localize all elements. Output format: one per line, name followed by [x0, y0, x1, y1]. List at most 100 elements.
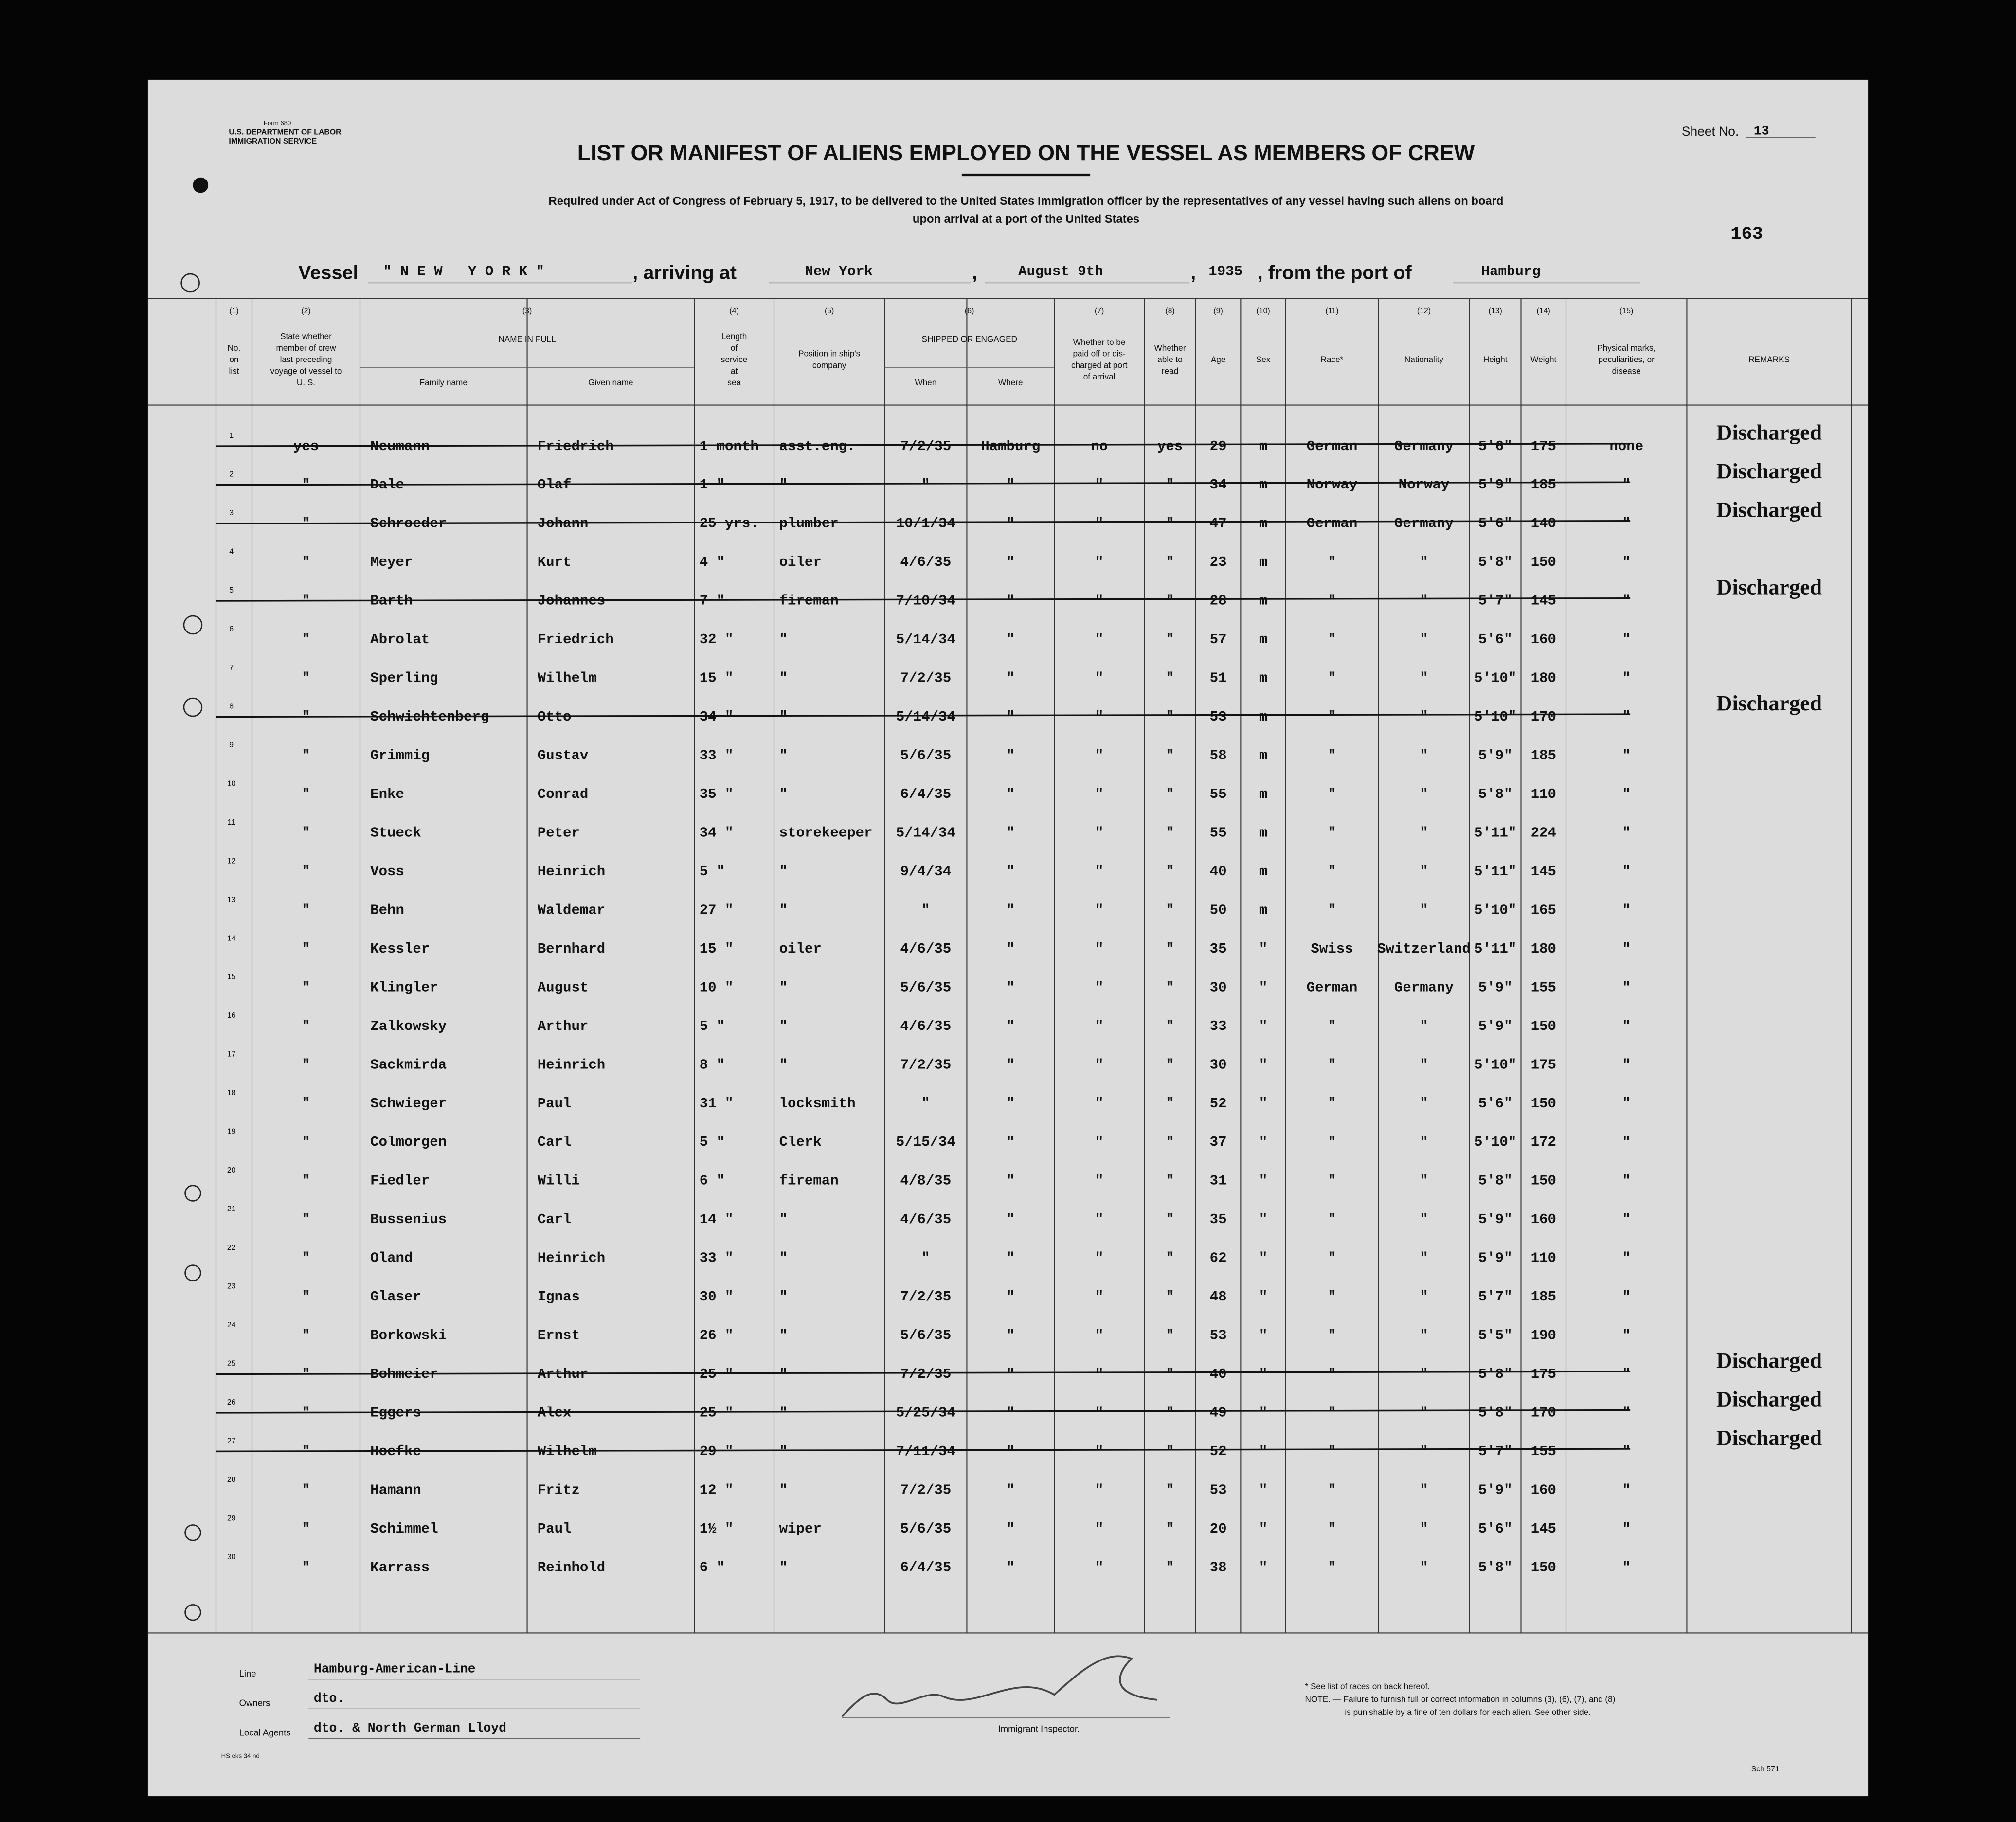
cell: "	[779, 670, 788, 686]
cell: 27 "	[700, 902, 734, 918]
line-value: Hamburg-American-Line	[314, 1661, 476, 1676]
cell: 5'11"	[1474, 825, 1516, 841]
cell: Klingler	[370, 979, 438, 995]
cell: "	[1420, 670, 1428, 686]
strike-line	[216, 481, 1631, 486]
cell: "	[302, 554, 310, 570]
column-label: Height	[1483, 355, 1508, 364]
page-number: 163	[1730, 224, 1763, 245]
cell: "	[1095, 1482, 1103, 1498]
cell: "	[1095, 748, 1103, 764]
row-number: 19	[227, 1128, 236, 1136]
remark: Discharged	[1716, 575, 1822, 599]
cell: 172	[1531, 1134, 1556, 1150]
row-number: 25	[227, 1359, 236, 1368]
cell: "	[1259, 1328, 1267, 1344]
note: * See list of races on back hereof.	[1305, 1681, 1430, 1691]
cell: Gustav	[538, 748, 589, 764]
column-number: (12)	[1417, 307, 1431, 315]
cell: 25 "	[700, 1366, 734, 1382]
cell: "	[1259, 1366, 1267, 1382]
cell: "	[1166, 1211, 1174, 1227]
cell: 29 "	[700, 1443, 734, 1460]
row-number: 7	[229, 664, 234, 672]
cell: "	[1259, 979, 1267, 995]
cell: "	[1420, 825, 1428, 841]
cell: 4 "	[700, 554, 725, 570]
row-number: 10	[227, 779, 236, 788]
cell: m	[1259, 670, 1267, 686]
cell: "	[779, 1482, 788, 1498]
cell: "	[1420, 1289, 1428, 1305]
cell: 55	[1210, 786, 1227, 802]
cell: 175	[1531, 1057, 1556, 1073]
cell: "	[1622, 1559, 1630, 1575]
cell: Germany	[1394, 438, 1454, 454]
cell: Abrolat	[370, 631, 430, 648]
arriving-label: , arriving at	[632, 262, 737, 283]
cell: "	[1007, 825, 1015, 841]
cell: "	[1166, 1096, 1174, 1112]
cell: 48	[1210, 1289, 1227, 1305]
cell: "	[921, 902, 930, 918]
cell: "	[1007, 670, 1015, 686]
cell: 185	[1531, 477, 1556, 493]
cell: 5'6"	[1478, 438, 1512, 454]
inspector-label: Immigrant Inspector.	[998, 1724, 1080, 1734]
column-number: (15)	[1620, 307, 1633, 315]
punch-hole	[183, 615, 203, 635]
row-number: 1	[229, 432, 234, 440]
cell: 185	[1531, 1289, 1556, 1305]
subtitle: upon arrival at a port of the United Sta…	[913, 213, 1139, 226]
cell: "	[1622, 631, 1630, 648]
cell: Norway	[1307, 477, 1358, 493]
comma: ,	[1190, 262, 1196, 283]
cell: Norway	[1399, 477, 1450, 493]
cell: "	[1259, 1173, 1267, 1189]
cell: "	[302, 1482, 310, 1498]
cell: "	[1095, 516, 1103, 532]
cell: August	[538, 979, 589, 995]
cell: 28	[1210, 593, 1227, 609]
subtitle: Required under Act of Congress of Februa…	[549, 195, 1504, 208]
cell: 51	[1210, 670, 1227, 686]
row-number: 18	[227, 1089, 236, 1097]
cell: 7/2/35	[900, 670, 952, 686]
cell: Fritz	[538, 1482, 580, 1498]
cell: "	[921, 1250, 930, 1266]
cell: "	[1622, 1289, 1630, 1305]
cell: "	[1259, 941, 1267, 957]
cell: "	[1166, 1443, 1174, 1460]
column-label: on	[229, 355, 238, 364]
cell: 53	[1210, 1482, 1227, 1498]
cell: "	[1328, 1521, 1336, 1537]
cell: Fiedler	[370, 1173, 430, 1189]
column-label: last preceding	[280, 355, 332, 364]
cell: "	[1166, 1366, 1174, 1382]
row-number: 27	[227, 1437, 236, 1445]
cell: "	[1095, 670, 1103, 686]
cell: 12 "	[700, 1482, 734, 1498]
cell: "	[1095, 902, 1103, 918]
column-label: of arrival	[1083, 372, 1116, 381]
cell: Willi	[538, 1173, 580, 1189]
cell: "	[1259, 1289, 1267, 1305]
cell: "	[302, 1211, 310, 1227]
cell: "	[1007, 554, 1015, 570]
cell: asst.eng.	[779, 438, 856, 454]
cell: German	[1307, 516, 1358, 532]
cell: "	[302, 1328, 310, 1344]
cell: "	[1095, 1328, 1103, 1344]
cell: plumber	[779, 516, 839, 532]
cell: 150	[1531, 554, 1556, 570]
cell: 160	[1531, 631, 1556, 648]
cell: 180	[1531, 670, 1556, 686]
cell: "	[1259, 1559, 1267, 1575]
cell: 4/6/35	[900, 554, 952, 570]
cell: "	[1007, 979, 1015, 995]
cell: Hamburg	[981, 438, 1040, 454]
cell: 35	[1210, 1211, 1227, 1227]
column-number: (5)	[825, 307, 834, 315]
cell: 4/8/35	[900, 1173, 952, 1189]
cell: "	[302, 670, 310, 686]
